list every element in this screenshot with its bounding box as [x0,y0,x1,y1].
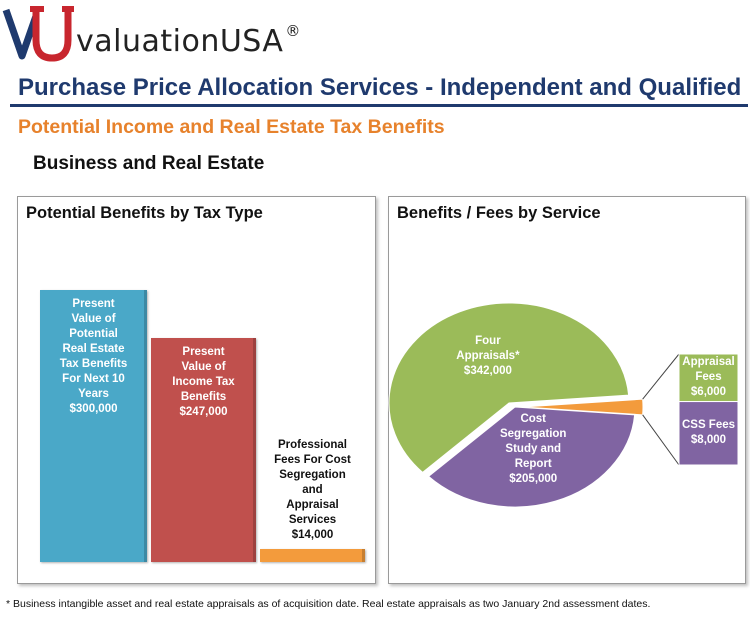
section-heading: Business and Real Estate [33,153,265,174]
logo-text: valuationUSA ® [76,22,301,59]
pie-chart-title: Benefits / Fees by Service [397,204,601,222]
bar-1 [40,290,147,562]
breakout-label-2: CSS Fees $8,000 [681,419,736,447]
logo-mark [2,6,74,62]
pie-label-1: Four Appraisals* $342,000 [456,335,520,378]
page-subtitle: Potential Income and Real Estate Tax Ben… [18,116,445,138]
bar-chart-title: Potential Benefits by Tax Type [26,204,263,222]
footnote: * Business intangible asset and real est… [6,598,651,610]
breakout-label-1: Appraisal Fees $6,000 [682,356,735,399]
bar-2 [151,338,256,562]
page-title: Purchase Price Allocation Services - Ind… [18,74,742,101]
title-divider [10,104,748,107]
pie-label-2: Cost Segregation Study and Report $205,000 [499,412,567,485]
bar-label-3: Professional Fees For Cost Segregation and A… [274,439,351,542]
logo: valuationUSA ® [0,0,300,66]
bar-3 [260,549,365,562]
bar-label-2: Present Value of Income Tax Benefits $247,00… [172,346,235,419]
bar-label-1: Present Value of Potential Real Estate Tax B… [59,298,128,415]
